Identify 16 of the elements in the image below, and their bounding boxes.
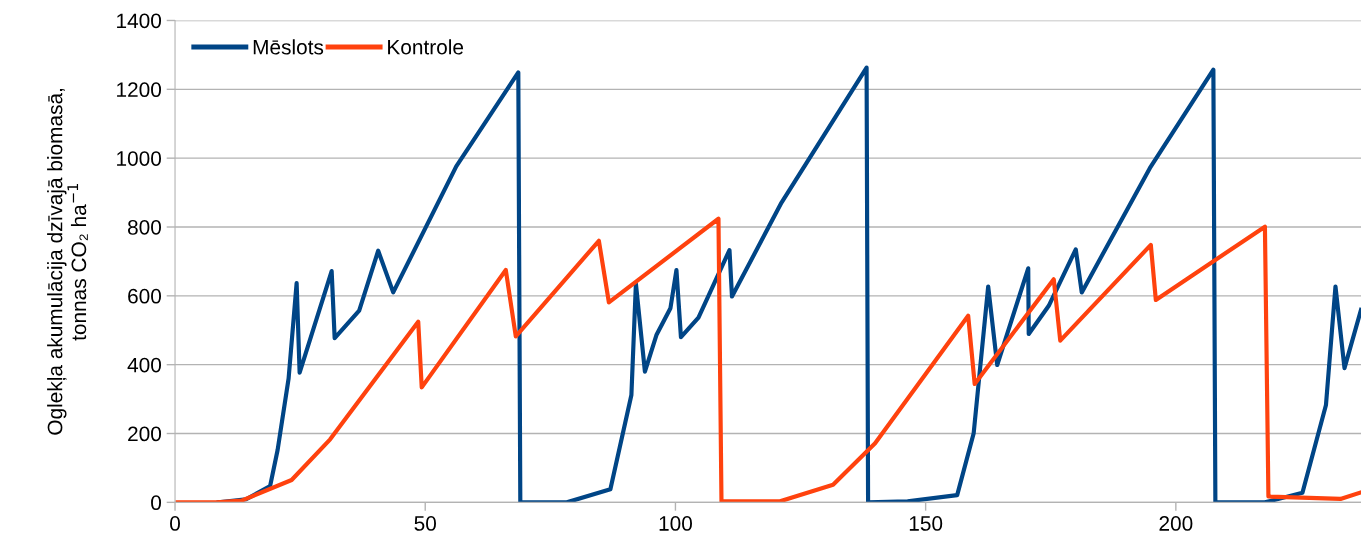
y-tick-label: 600 <box>128 288 162 304</box>
legend-label: Kontrole <box>388 39 464 55</box>
y-tick-label: 200 <box>128 426 162 442</box>
y-axis-title: Oglekļa akumulācija dzīvajā biomasā, tonnas CO₂ ha$^{−1}$ <box>47 89 88 435</box>
y-tick-label: 1400 <box>117 13 162 29</box>
y-tick-label: 400 <box>127 357 162 373</box>
legend-label: Mēslots <box>253 39 324 55</box>
x-tick-label: 100 <box>659 516 692 531</box>
x-tick-label: 50 <box>414 516 436 531</box>
y-tick-label: 800 <box>127 220 162 235</box>
y-tick-label: 1200 <box>117 82 162 98</box>
x-tick-label: 200 <box>1159 516 1193 531</box>
x-tick-label: 0 <box>170 516 180 531</box>
y-tick-label: 1000 <box>117 151 162 166</box>
x-tick-label: 150 <box>909 516 943 531</box>
y-tick-label: 0 <box>151 495 162 511</box>
